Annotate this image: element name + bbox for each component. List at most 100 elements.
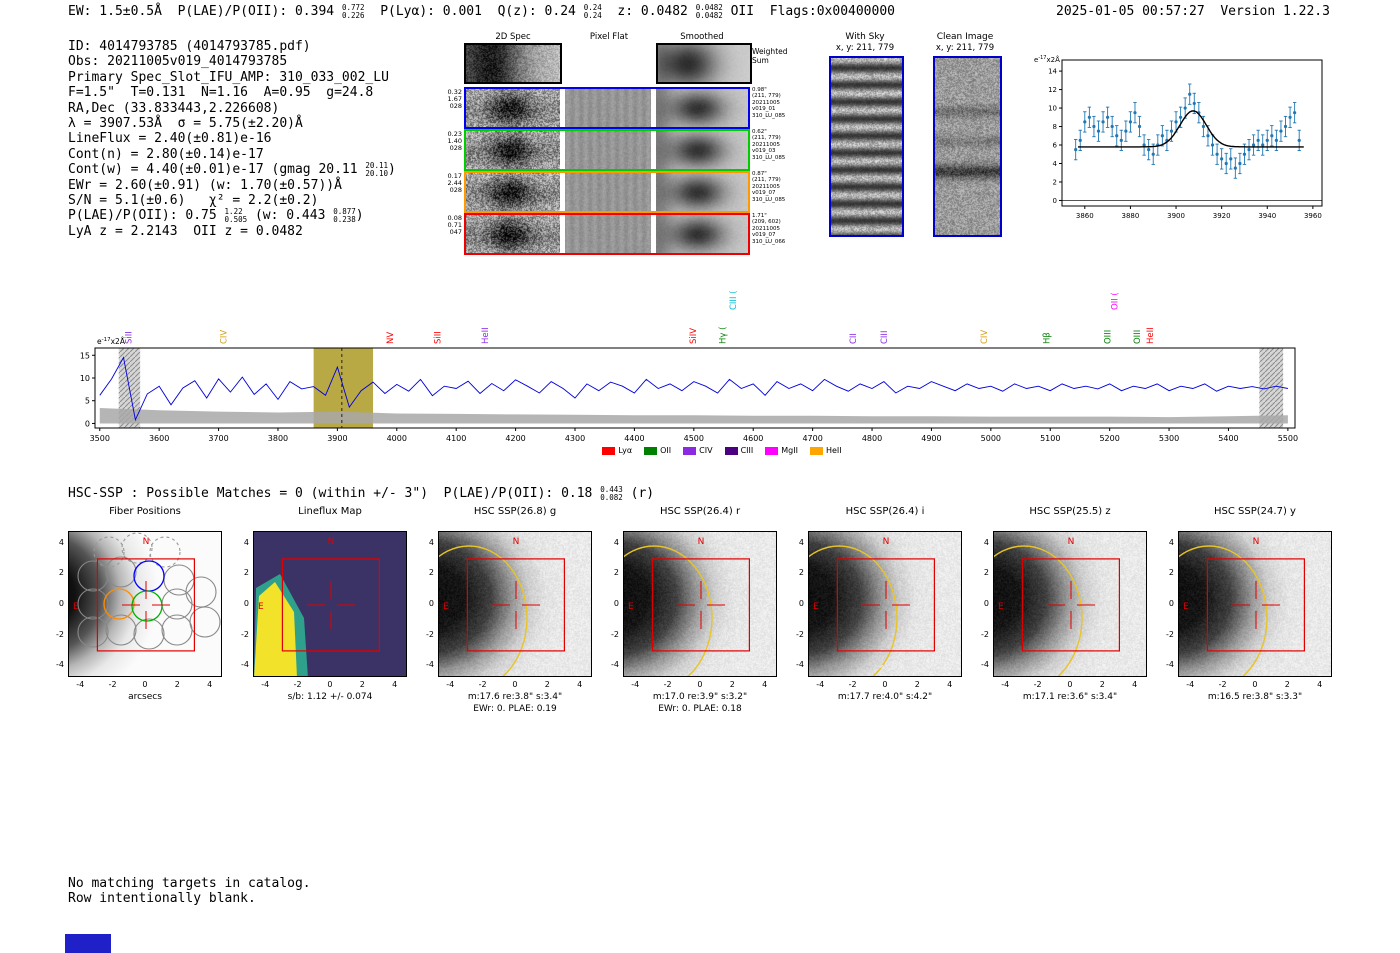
- emission-line-marker: NV: [386, 332, 396, 344]
- emission-line-marker: CII: [849, 333, 859, 344]
- y-tick-label: 0: [428, 598, 434, 608]
- compass-north: N: [698, 537, 705, 547]
- y-tick-label: 2: [798, 568, 804, 578]
- info-line-7: Cont(n) = 2.80(±0.14)e-17: [68, 146, 264, 162]
- svg-text:5000: 5000: [981, 434, 1001, 443]
- header-summary-line: EW: 1.5±0.5Å P(LAE)/P(OII): 0.394 0.772 0…: [68, 3, 895, 20]
- svg-text:3600: 3600: [149, 434, 169, 443]
- svg-text:2: 2: [1053, 178, 1057, 186]
- cutout-overlay: NE: [254, 537, 380, 676]
- legend-swatch: [724, 446, 738, 455]
- x-tick-label: 2: [174, 680, 180, 689]
- x-tick-label: 0: [327, 680, 333, 689]
- cutout-caption: m:17.7 re:4.0" s:4.2": [837, 692, 933, 702]
- y-tick-label: -4: [426, 660, 434, 670]
- weighted-sum-smoothed-frame: [656, 43, 752, 84]
- x-tick-label: 4: [1317, 680, 1323, 689]
- footer-blue-mark: [65, 934, 111, 953]
- svg-text:5400: 5400: [1218, 434, 1238, 443]
- target-box: [96, 558, 195, 652]
- emission-line-marker: CIII: [880, 331, 890, 344]
- spec2d-smoothed-image: [656, 131, 748, 169]
- spec2d-row-right-labels: 0.62" (211, 779) 20211005 v019_03 310_LU_085: [752, 129, 786, 161]
- emission-line-marker: SiIV: [689, 328, 699, 344]
- svg-text:5: 5: [85, 397, 90, 406]
- y-tick-label: 0: [983, 598, 989, 608]
- spec2d-2d-image: [466, 131, 560, 169]
- svg-text:10: 10: [80, 374, 90, 383]
- spec2d-row-0: [464, 87, 750, 129]
- target-box: [836, 558, 935, 652]
- cutout-xlabel: arcsecs: [128, 692, 162, 702]
- cutout-title: HSC SSP(24.7) y: [1214, 506, 1296, 517]
- svg-text:3960: 3960: [1304, 212, 1322, 220]
- compass-east: E: [1183, 602, 1189, 612]
- x-tick-label: -2: [848, 680, 857, 689]
- with-sky-title: With Sky: [845, 32, 885, 42]
- emission-line-marker: HeII: [481, 327, 491, 344]
- clean-image-coords: x, y: 211, 779: [935, 43, 995, 53]
- y-tick-label: -4: [796, 660, 804, 670]
- cutout-title: HSC SSP(26.4) r: [659, 506, 741, 517]
- fiber-circle: [105, 614, 137, 646]
- spec2d-2d-image: [466, 173, 560, 211]
- svg-text:e-17x2Å: e-17x2Å: [97, 337, 126, 346]
- cutout-panel-lineflux-1: Lineflux Map N E 4 2 0 -2 -4 -4 -2 0 2 4 s/b: 1.12 +/…: [229, 506, 433, 720]
- compass-north: N: [143, 537, 150, 547]
- spec2d-2d-image: [466, 215, 560, 253]
- cutout-caption: m:17.6 re:3.8" s:3.4": [467, 692, 563, 702]
- svg-text:5500: 5500: [1278, 434, 1298, 443]
- y-tick-label: 4: [58, 537, 64, 547]
- x-tick-label: -4: [261, 680, 270, 689]
- svg-text:3800: 3800: [268, 434, 288, 443]
- svg-text:3920: 3920: [1213, 212, 1231, 220]
- fiber-circle-dashed: [121, 532, 153, 564]
- y-tick-label: 2: [243, 568, 249, 578]
- cutout-grain: [1179, 532, 1331, 676]
- target-box: [1021, 558, 1120, 652]
- compass-east: E: [258, 602, 264, 612]
- spec2d-smoothed-image: [656, 89, 748, 127]
- clean-image: [935, 58, 1000, 235]
- cutout-caption: m:16.5 re:3.8" s:3.3": [1207, 692, 1303, 702]
- svg-text:8: 8: [1053, 123, 1057, 131]
- cutout-grain: [624, 532, 776, 676]
- spec2d-pixelflat-image: [565, 215, 651, 253]
- x-tick-label: -2: [108, 680, 117, 689]
- cutout-title: Fiber Positions: [109, 506, 181, 517]
- info-line-6: LineFlux = 2.40(±0.81)e-16: [68, 131, 272, 147]
- svg-text:4800: 4800: [862, 434, 882, 443]
- full-spectrum-chart: 3500 3600 3700 3800 3900 4000 4100 4200 4300 4400…: [80, 291, 1298, 443]
- x-tick-label: 2: [359, 680, 365, 689]
- y-tick-label: 0: [798, 598, 804, 608]
- cutout-title: HSC SSP(26.8) g: [473, 506, 557, 517]
- cutout-panel-hsc-dashed-4: HSC SSP(26.4) i N E 4 2 0 -2 -4 -4 -2 0 2 4 m:17.7 re…: [784, 506, 988, 720]
- cutout-title: Lineflux Map: [298, 506, 362, 517]
- report-datetime: 2025-01-05 00:57:27 Version 1.22.3: [1056, 4, 1330, 19]
- x-tick-label: -4: [816, 680, 825, 689]
- svg-text:15: 15: [80, 351, 90, 360]
- emission-line-marker: HeII: [1146, 327, 1156, 344]
- fiber-circle: [77, 616, 109, 648]
- footer-blank-row-line: Row intentionally blank.: [68, 891, 256, 906]
- svg-text:4500: 4500: [684, 434, 704, 443]
- legend-item-Lyα: Lyα: [602, 446, 632, 455]
- legend-item-CIII: CIII: [724, 446, 753, 455]
- legend-swatch: [809, 446, 823, 455]
- spec2d-2d-image: [466, 89, 560, 127]
- y-tick-label: 0: [1168, 598, 1174, 608]
- y-tick-label: -4: [1166, 660, 1174, 670]
- compass-east: E: [813, 602, 819, 612]
- fiber-circle: [161, 614, 193, 646]
- weighted-sum-2d-image-frame: [464, 43, 562, 84]
- svg-text:4: 4: [1053, 160, 1058, 168]
- legend-swatch: [765, 446, 779, 455]
- fiber-circle-green: [131, 590, 163, 622]
- spectrum-legend: Lyα OII CIV CIII MgII HeII: [102, 446, 1342, 455]
- info-line-0: ID: 4014793785 (4014793785.pdf): [68, 39, 311, 54]
- spec2d-col-title-2dspec: 2D Spec: [495, 32, 531, 42]
